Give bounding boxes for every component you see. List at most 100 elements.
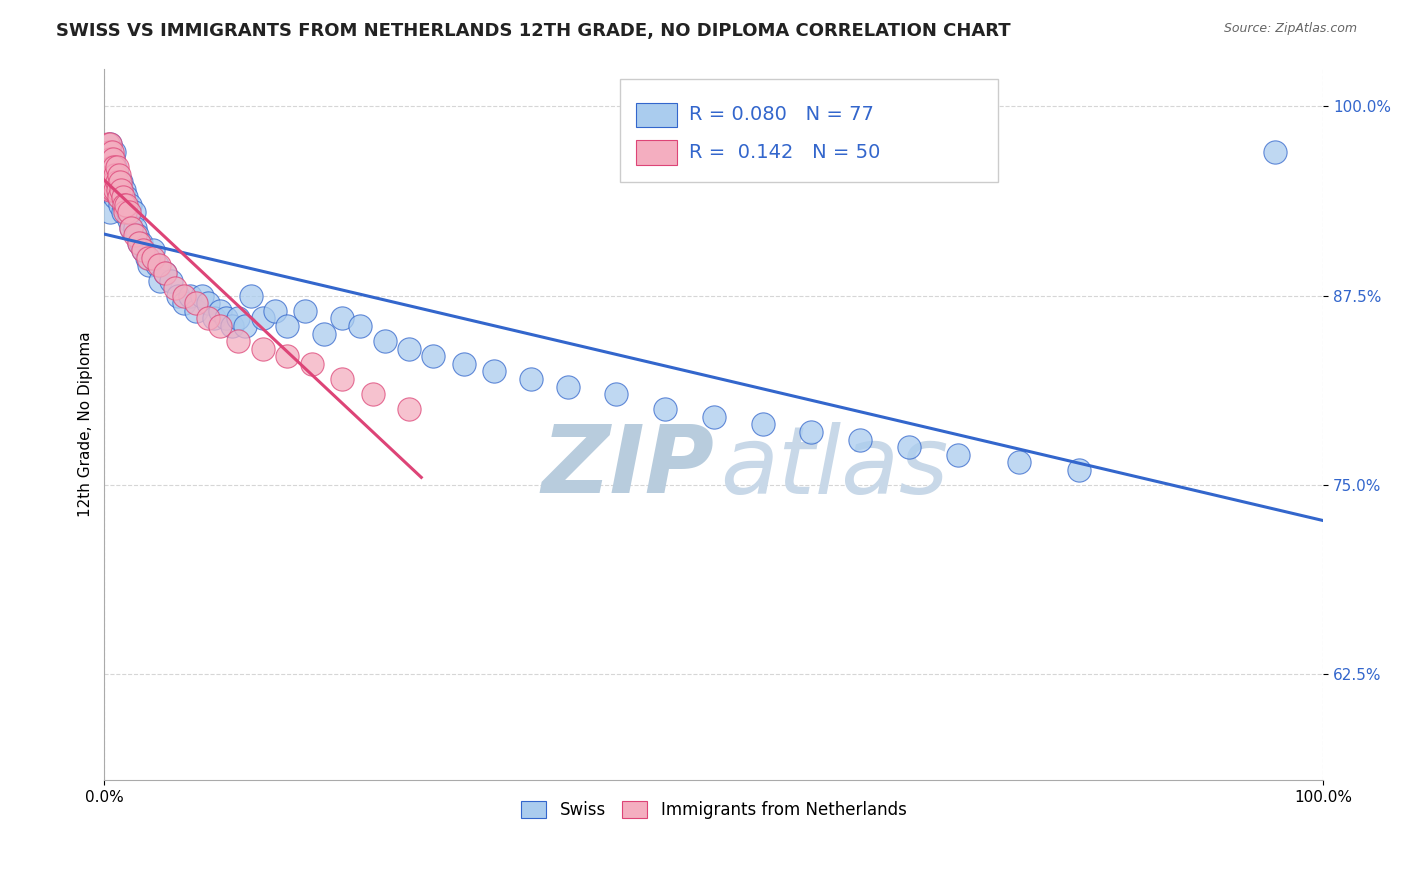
Point xyxy=(100,145,122,159)
Point xyxy=(751,417,773,432)
Point xyxy=(100,137,122,152)
Point xyxy=(100,183,122,197)
Point xyxy=(105,168,128,182)
Point xyxy=(252,311,274,326)
Point xyxy=(228,311,250,326)
Point xyxy=(103,160,125,174)
Point xyxy=(127,228,149,243)
Point xyxy=(115,190,138,204)
Point xyxy=(301,357,323,371)
Text: R = 0.080   N = 77: R = 0.080 N = 77 xyxy=(689,105,875,124)
Point xyxy=(398,402,420,417)
Point xyxy=(1069,463,1091,477)
Point xyxy=(215,311,238,326)
Point xyxy=(209,303,232,318)
Point xyxy=(239,288,262,302)
Y-axis label: 12th Grade, No Diploma: 12th Grade, No Diploma xyxy=(79,332,93,517)
Point xyxy=(105,183,128,197)
Point xyxy=(100,160,122,174)
Point xyxy=(173,288,195,302)
Point xyxy=(112,183,135,197)
Point xyxy=(124,228,146,243)
Point xyxy=(114,205,136,219)
Point xyxy=(233,318,256,333)
Point xyxy=(111,190,134,204)
Point xyxy=(800,425,823,439)
Point xyxy=(110,198,132,212)
Text: atlas: atlas xyxy=(720,422,948,513)
Point xyxy=(110,183,132,197)
Point xyxy=(149,274,172,288)
Point xyxy=(110,183,132,197)
Point xyxy=(520,372,543,386)
Point xyxy=(484,364,506,378)
Point xyxy=(146,259,169,273)
Point xyxy=(101,153,124,167)
Point xyxy=(120,220,142,235)
Point xyxy=(110,175,132,189)
Point xyxy=(98,145,121,159)
Point xyxy=(105,175,128,189)
Point xyxy=(654,402,676,417)
Point xyxy=(100,137,122,152)
Point xyxy=(264,303,287,318)
Point xyxy=(112,198,135,212)
Point xyxy=(142,251,165,265)
Point xyxy=(122,205,145,219)
Point xyxy=(142,244,165,258)
Point xyxy=(173,296,195,310)
Point xyxy=(276,349,298,363)
Point xyxy=(101,183,124,197)
Text: Source: ZipAtlas.com: Source: ZipAtlas.com xyxy=(1223,22,1357,36)
Point xyxy=(897,440,920,454)
Point xyxy=(166,288,188,302)
Point xyxy=(111,190,134,204)
Point xyxy=(1007,455,1029,469)
Point xyxy=(124,220,146,235)
Legend: Swiss, Immigrants from Netherlands: Swiss, Immigrants from Netherlands xyxy=(515,794,914,825)
Point xyxy=(108,168,131,182)
Point xyxy=(117,205,139,219)
Point xyxy=(197,311,219,326)
Point xyxy=(118,213,141,227)
Point xyxy=(330,311,353,326)
Point xyxy=(115,198,138,212)
Point xyxy=(197,296,219,310)
Point xyxy=(101,175,124,189)
Point xyxy=(557,379,579,393)
Point xyxy=(160,274,183,288)
Point xyxy=(104,190,127,204)
Point xyxy=(111,205,134,219)
Point xyxy=(100,205,122,219)
Point xyxy=(155,266,177,280)
Point xyxy=(252,342,274,356)
Point xyxy=(155,266,177,280)
Point xyxy=(946,448,969,462)
Point xyxy=(191,288,214,302)
Point xyxy=(1263,145,1285,159)
Point xyxy=(100,183,122,197)
Point xyxy=(100,153,122,167)
Point xyxy=(312,326,335,341)
Point xyxy=(165,281,187,295)
Point xyxy=(184,303,207,318)
FancyBboxPatch shape xyxy=(636,103,678,127)
Point xyxy=(100,168,122,182)
Point xyxy=(276,318,298,333)
Point xyxy=(110,175,132,189)
Point xyxy=(114,198,136,212)
Point xyxy=(103,175,125,189)
Point xyxy=(97,153,120,167)
FancyBboxPatch shape xyxy=(620,79,998,182)
Point xyxy=(107,175,129,189)
Point xyxy=(453,357,475,371)
Point xyxy=(101,168,124,182)
Point xyxy=(138,259,160,273)
FancyBboxPatch shape xyxy=(636,140,678,165)
Point xyxy=(398,342,420,356)
Text: SWISS VS IMMIGRANTS FROM NETHERLANDS 12TH GRADE, NO DIPLOMA CORRELATION CHART: SWISS VS IMMIGRANTS FROM NETHERLANDS 12T… xyxy=(56,22,1011,40)
Point xyxy=(98,160,121,174)
Point xyxy=(104,160,127,174)
Point xyxy=(184,296,207,310)
Point xyxy=(221,318,243,333)
